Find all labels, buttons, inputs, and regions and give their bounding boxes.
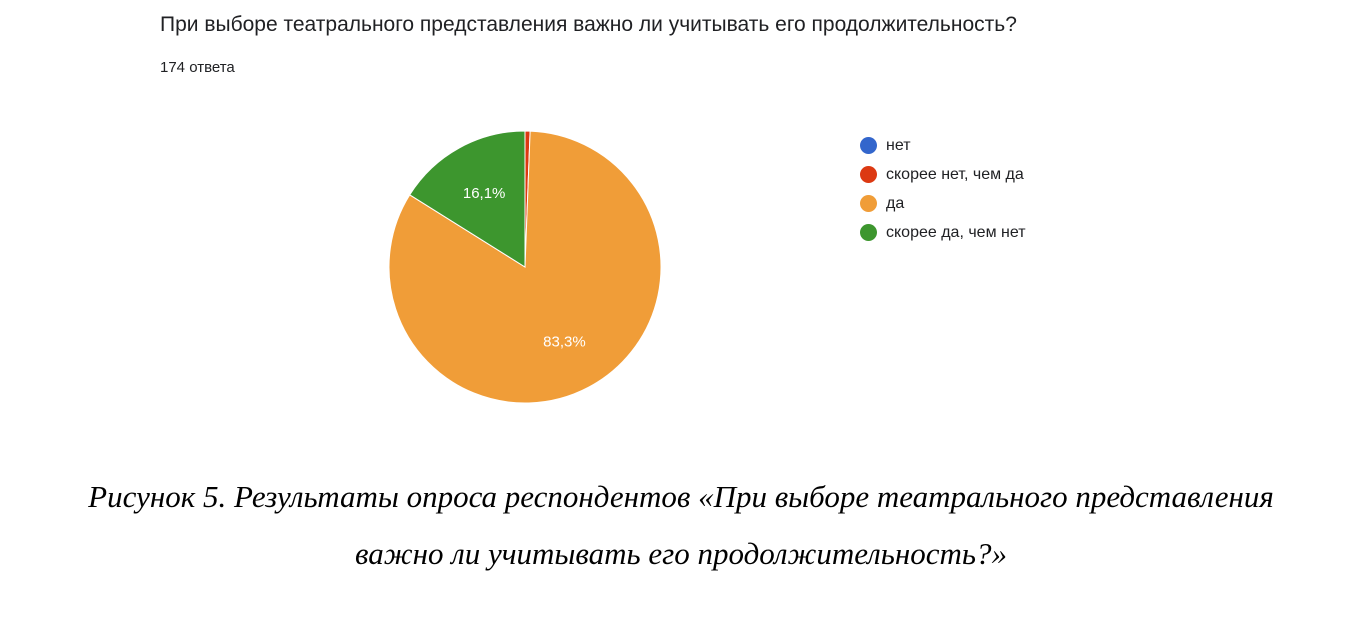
chart-legend: нет скорее нет, чем да да скорее да, чем… [860,131,1026,247]
pie-slice-label: 16,1% [463,185,506,202]
legend-swatch [860,166,877,183]
legend-item-skoree-net[interactable]: скорее нет, чем да [860,160,1026,189]
question-title: При выборе театрального представления ва… [160,13,1017,36]
pie-slice-skoree-da [409,130,526,268]
caption-line-1: Рисунок 5. Результаты опроса респонденто… [88,479,1274,514]
legend-label: скорее нет, чем да [886,165,1024,183]
figure-caption: Рисунок 5. Результаты опроса респонденто… [0,468,1362,582]
legend-label: скорее да, чем нет [886,223,1026,241]
legend-swatch [860,195,877,212]
legend-swatch [860,137,877,154]
legend-item-net[interactable]: нет [860,131,1026,160]
responses-count: 174 ответа [160,59,235,76]
legend-label: нет [886,136,911,154]
legend-swatch [860,224,877,241]
legend-item-skoree-da[interactable]: скорее да, чем нет [860,218,1026,247]
pie-chart: 83,3% 16,1% [388,130,662,404]
pie-slice-label: 83,3% [543,334,586,351]
caption-line-2: важно ли учитывать его продолжительность… [355,536,1007,571]
legend-item-da[interactable]: да [860,189,1026,218]
legend-label: да [886,194,905,212]
